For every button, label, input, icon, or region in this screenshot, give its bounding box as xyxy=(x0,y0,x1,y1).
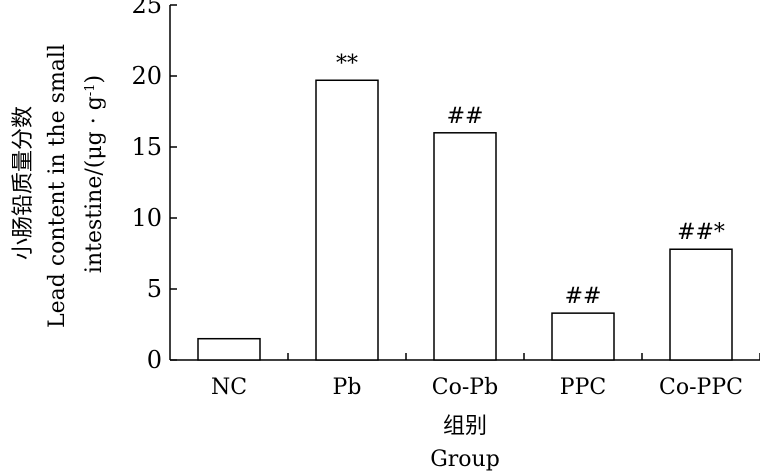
y-tick-label: 0 xyxy=(147,346,162,374)
y-tick-label: 15 xyxy=(131,133,162,161)
significance-mark: ##* xyxy=(677,220,725,245)
bar-pb xyxy=(315,79,379,361)
x-axis-ticks xyxy=(287,353,760,360)
x-axis-title-en: Group xyxy=(430,447,500,471)
bar-annotations: ** ## ## ##* xyxy=(336,51,725,309)
category-label: PPC xyxy=(560,375,606,400)
category-label: Co-PPC xyxy=(659,375,743,400)
category-label: NC xyxy=(211,375,247,400)
significance-mark: ** xyxy=(336,51,358,76)
y-tick-label: 25 xyxy=(131,0,162,19)
bar-ppc xyxy=(551,312,615,361)
bar-nc xyxy=(197,337,261,361)
category-labels: NC Pb Co-Pb PPC Co-PPC xyxy=(211,375,743,400)
y-axis-title-zh: 小肠铅质量分数 xyxy=(11,106,36,260)
bars xyxy=(197,79,733,361)
bar-co-ppc xyxy=(669,248,733,361)
y-axis-title-main: intestine/(μg · g xyxy=(82,96,107,273)
significance-mark: ## xyxy=(565,284,602,309)
category-label: Co-Pb xyxy=(432,375,498,400)
bar-co-pb xyxy=(433,132,497,361)
y-tick-label: 20 xyxy=(131,62,162,90)
y-tick-label: 5 xyxy=(147,275,162,303)
category-label: Pb xyxy=(333,375,362,400)
y-axis-ticks: 0 5 10 15 20 25 xyxy=(131,0,177,374)
y-axis-title-en-line2: intestine/(μg · g-1) xyxy=(82,75,107,273)
significance-mark: ## xyxy=(447,104,484,129)
y-axis-title-en-line1: Lead content in the small xyxy=(45,44,70,328)
x-axis-title-zh: 组别 xyxy=(443,414,487,439)
y-axis-title: 小肠铅质量分数 Lead content in the small intest… xyxy=(11,44,107,328)
y-tick-label: 10 xyxy=(131,204,162,232)
y-axis-title-end: ) xyxy=(82,75,107,84)
y-axis-title-sup: -1 xyxy=(83,84,98,97)
